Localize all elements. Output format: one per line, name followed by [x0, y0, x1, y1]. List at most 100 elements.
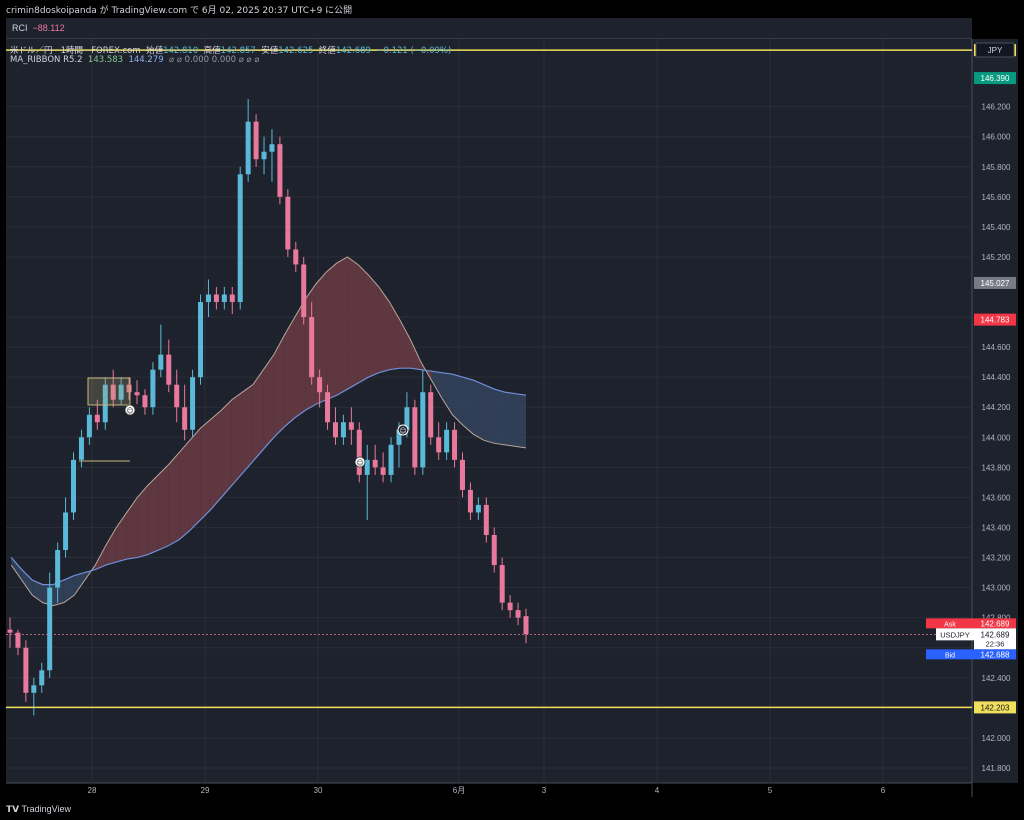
indicator-legend[interactable]: MA_RIBBON R5.2 143.583 144.279 ⌀ ⌀ 0.000…	[10, 55, 260, 65]
time-tick-label: 5	[768, 786, 773, 795]
ribbon-segment	[147, 474, 159, 555]
time-tick-label: 3	[542, 786, 547, 795]
smile-icon[interactable]: ☺	[124, 404, 136, 416]
candle-body	[213, 294, 219, 303]
smile-icon-2[interactable]: ☺	[354, 456, 366, 468]
bid-label-bg	[926, 649, 974, 660]
candle-body	[444, 429, 450, 453]
red-price-tag: 144.783	[981, 316, 1010, 325]
open-label: 始値	[146, 46, 164, 56]
price-tick-label: 144.600	[982, 343, 1011, 352]
candle-body	[166, 354, 172, 385]
candle-body	[301, 264, 307, 318]
candle-body	[182, 407, 188, 430]
candle-body	[78, 437, 84, 460]
ribbon-segment	[137, 485, 148, 558]
candle-body	[467, 489, 473, 513]
candle-body	[475, 504, 481, 513]
ribbon-segment	[200, 419, 211, 520]
ribbon-segment	[378, 287, 390, 373]
lower-line-tag-bg	[974, 701, 1016, 714]
candle-body	[332, 422, 338, 438]
currency-button[interactable]: JPY	[975, 42, 1015, 58]
candle-body	[55, 550, 61, 588]
ma2-value: 144.279	[128, 55, 164, 65]
ribbon-segment	[441, 372, 453, 415]
candle-body	[325, 392, 331, 423]
ribbon-segment	[231, 392, 243, 486]
red-price-tag-bg	[974, 313, 1016, 326]
price-tick-label: 143.800	[982, 463, 1011, 472]
candle-body	[515, 610, 521, 618]
price-tick-label: 142.800	[982, 614, 1011, 623]
rci-legend: RCI −88.112	[12, 23, 65, 33]
candle-body	[245, 121, 251, 175]
ribbon-segment	[189, 428, 201, 531]
ask-label: Ask	[944, 621, 956, 628]
footer: 𝗧𝗩 TradingView	[0, 800, 1024, 820]
rci-pane[interactable]: RCI −88.112	[6, 18, 972, 39]
price-tick-label: 143.400	[982, 523, 1011, 532]
ribbon-segment	[347, 256, 358, 390]
ribbon-segment	[399, 320, 411, 369]
time-tick-label: 6	[881, 786, 886, 795]
price-tick-label: 142.400	[982, 674, 1011, 683]
ribbon-segment	[95, 545, 106, 570]
face-icon[interactable]: ☺	[397, 424, 409, 436]
ribbon-segment	[389, 302, 400, 370]
candle-body	[39, 670, 45, 686]
drawings[interactable]: ☺ ☺ ☺	[79, 377, 409, 468]
candle-body	[23, 647, 29, 693]
candle-body	[317, 377, 323, 393]
candle-body	[47, 587, 53, 671]
price-tick-label: 143.200	[982, 554, 1011, 563]
price-tick-label: 144.000	[982, 433, 1011, 442]
candle-body	[499, 565, 505, 603]
ribbon-segment	[158, 464, 169, 551]
price-tick-label: 146.000	[982, 133, 1011, 142]
highlight-box[interactable]	[87, 377, 131, 406]
candle-body	[309, 317, 315, 378]
ribbon-segment	[105, 527, 117, 566]
ask-value-bg	[974, 618, 1016, 629]
candle-body	[237, 174, 243, 303]
candle-body	[150, 369, 156, 408]
candle-body	[86, 414, 92, 438]
ribbon-segment	[473, 380, 484, 441]
candle-body	[277, 144, 283, 197]
ribbon-segment	[504, 392, 516, 447]
slow-ma-line	[10, 367, 527, 586]
candle-body	[261, 151, 267, 160]
candle-body	[110, 384, 116, 400]
ribbon-segment	[494, 389, 505, 445]
ribbon-segment	[294, 299, 306, 418]
candle-body	[269, 144, 275, 152]
candle-body	[134, 392, 140, 396]
ribbon-segment	[252, 369, 264, 462]
price-tick-label: 144.200	[982, 403, 1011, 412]
tv-icon: 𝗧𝗩	[6, 804, 20, 814]
ribbon-segment	[410, 339, 421, 370]
horizontal-lines[interactable]	[6, 49, 972, 709]
close-value: 142.689	[335, 46, 371, 56]
price-tick-label: 145.600	[982, 193, 1011, 202]
candle-body	[94, 414, 100, 423]
tradingview-logo[interactable]: 𝗧𝗩 TradingView	[6, 804, 71, 815]
bid-value: 142.688	[981, 650, 1010, 659]
symbol-legend[interactable]: 米ドル／円 · 1時間 · FOREX.com 始値142.810 高値142.…	[10, 44, 451, 56]
price-chart[interactable]: 146.200 146.000 145.800 145.600 145.400 145.2…	[6, 39, 1018, 797]
price-chart-svg[interactable]: 146.200 146.000 145.800 145.600 145.400 145.2…	[6, 39, 1018, 797]
ribbon-segment	[126, 497, 138, 560]
indicator-extra: ⌀ ⌀ 0.000 0.000 ⌀ ⌀ ⌀	[169, 55, 260, 65]
symbol-tag-bg	[936, 628, 974, 641]
publish-info: crimin8doskoipanda が TradingView.com で 6…	[6, 6, 353, 16]
ribbon-segment	[368, 274, 379, 378]
candle-body	[190, 377, 196, 430]
ask-label-bg	[926, 618, 974, 629]
candle-body	[126, 384, 132, 393]
candle-body	[483, 504, 489, 535]
ribbon-segment	[452, 374, 463, 426]
candle-body	[253, 121, 259, 160]
candle-body	[452, 429, 458, 460]
candle-body	[491, 535, 497, 566]
